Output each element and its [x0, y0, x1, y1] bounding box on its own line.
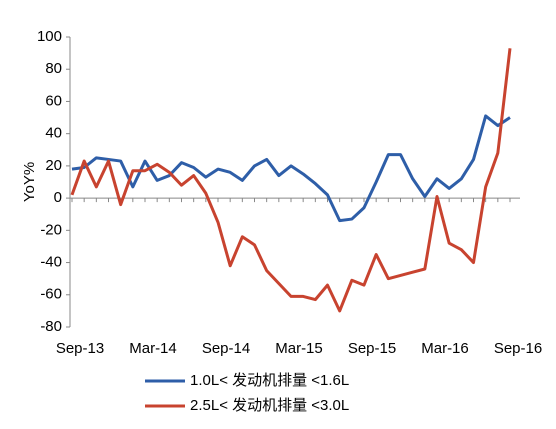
- x-tick-label: Sep-15: [348, 340, 396, 357]
- y-axis-label: YoY%: [21, 162, 38, 202]
- y-tick-label: 20: [45, 157, 62, 174]
- y-tick-label: -60: [40, 286, 62, 303]
- y-tick-label: 40: [45, 125, 62, 142]
- series-line: [70, 48, 512, 313]
- x-tick-label: Mar-14: [129, 340, 177, 357]
- x-tick-label: Sep-13: [56, 340, 104, 357]
- y-tick-label: 80: [45, 60, 62, 77]
- y-tick-label: -80: [40, 318, 62, 335]
- y-tick-label: -40: [40, 254, 62, 271]
- x-tick-label: Sep-14: [202, 340, 250, 357]
- y-tick-label: 100: [37, 28, 62, 45]
- legend-label: 2.5L< 发动机排量 <3.0L: [190, 397, 349, 414]
- y-tick-label: -20: [40, 221, 62, 238]
- x-tick-label: Sep-16: [494, 340, 542, 357]
- series-line: [71, 114, 511, 223]
- legend-label: 1.0L< 发动机排量 <1.6L: [190, 372, 349, 389]
- y-tick-label: 60: [45, 92, 62, 109]
- y-tick-label: 0: [54, 189, 62, 206]
- x-tick-label: Mar-15: [275, 340, 323, 357]
- x-tick-label: Mar-16: [421, 340, 469, 357]
